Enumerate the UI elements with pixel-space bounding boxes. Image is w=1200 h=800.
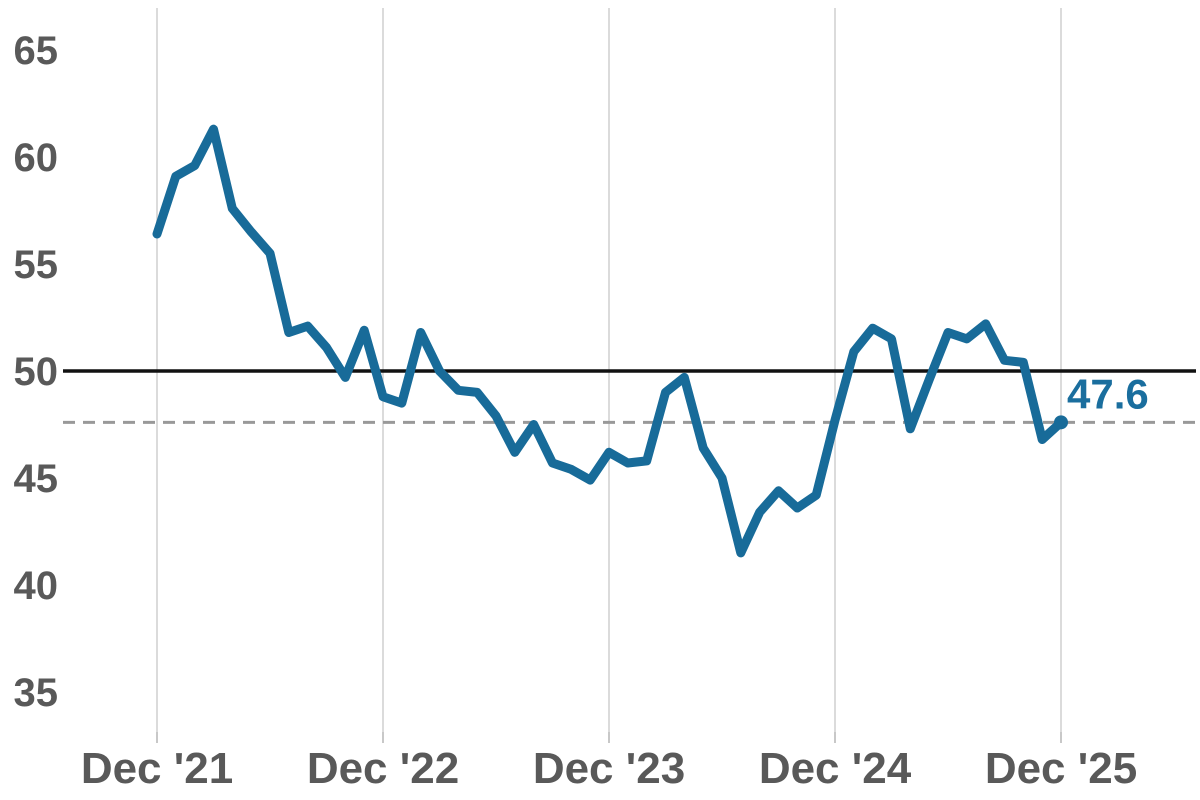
end-point-marker xyxy=(1054,415,1068,430)
x-tick-label: Dec '23 xyxy=(533,744,685,793)
x-tick-label: Dec '24 xyxy=(759,744,912,793)
y-tick-label-35: 35 xyxy=(14,671,59,715)
x-axis-tick-marks xyxy=(156,732,1062,743)
y-tick-label-40: 40 xyxy=(14,564,59,608)
x-tick-label: Dec '21 xyxy=(81,744,233,793)
y-tick-label-60: 60 xyxy=(14,136,59,180)
end-value-label: 47.6 xyxy=(1067,370,1149,417)
series-line xyxy=(152,124,1066,558)
x-tick-label: Dec '25 xyxy=(985,744,1137,793)
x-axis-labels: Dec '21 Dec '22 Dec '23 Dec '24 Dec '25 xyxy=(81,744,1137,793)
y-tick-label-50: 50 xyxy=(14,350,59,394)
y-axis-labels: 35 40 45 50 55 60 65 xyxy=(14,29,59,715)
x-tick-label: Dec '22 xyxy=(307,744,459,793)
y-tick-label-65: 65 xyxy=(14,29,59,73)
y-tick-label-55: 55 xyxy=(14,243,59,287)
y-tick-label-45: 45 xyxy=(14,457,59,501)
